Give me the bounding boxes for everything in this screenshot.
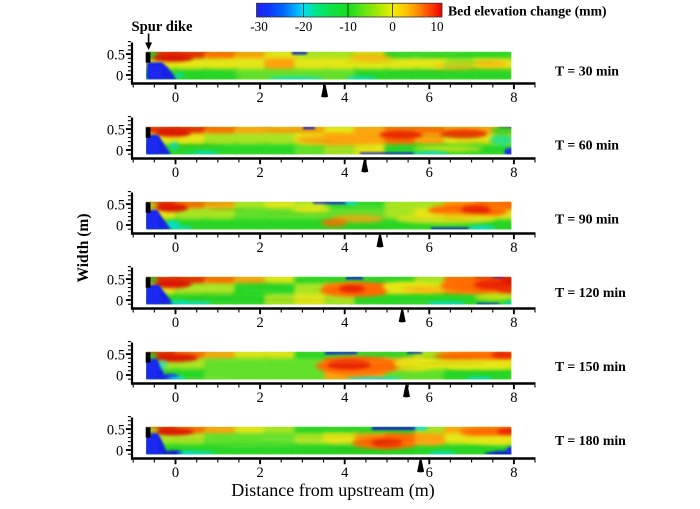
svg-text:0: 0 xyxy=(172,465,179,481)
svg-text:0.5: 0.5 xyxy=(107,422,125,438)
svg-text:10: 10 xyxy=(430,19,444,34)
svg-text:4: 4 xyxy=(341,240,349,256)
svg-text:-20: -20 xyxy=(295,19,313,34)
svg-text:T = 30 min: T = 30 min xyxy=(555,64,619,79)
svg-text:0.5: 0.5 xyxy=(107,197,125,213)
svg-text:0: 0 xyxy=(116,443,123,459)
svg-text:0: 0 xyxy=(116,368,123,384)
svg-text:Distance from upstream (m): Distance from upstream (m) xyxy=(231,480,434,501)
svg-text:2: 2 xyxy=(256,390,263,406)
svg-text:0.5: 0.5 xyxy=(107,122,125,138)
svg-text:T = 120 min: T = 120 min xyxy=(555,285,626,300)
svg-text:0: 0 xyxy=(116,68,123,84)
svg-text:0: 0 xyxy=(116,218,123,234)
svg-text:8: 8 xyxy=(510,165,517,181)
svg-text:4: 4 xyxy=(341,315,349,331)
svg-text:T = 90 min: T = 90 min xyxy=(555,211,619,226)
svg-text:-30: -30 xyxy=(250,19,268,34)
svg-text:6: 6 xyxy=(426,240,433,256)
svg-text:6: 6 xyxy=(426,165,433,181)
svg-text:0.5: 0.5 xyxy=(107,272,125,288)
svg-text:8: 8 xyxy=(510,240,517,256)
svg-text:T = 180 min: T = 180 min xyxy=(555,433,626,448)
svg-text:T = 60 min: T = 60 min xyxy=(555,138,619,153)
svg-text:4: 4 xyxy=(341,165,349,181)
svg-text:2: 2 xyxy=(256,240,263,256)
svg-text:4: 4 xyxy=(341,90,349,106)
svg-text:0: 0 xyxy=(389,19,396,34)
svg-text:8: 8 xyxy=(510,390,517,406)
svg-text:6: 6 xyxy=(426,465,433,481)
svg-text:4: 4 xyxy=(341,390,349,406)
svg-text:T = 150 min: T = 150 min xyxy=(555,359,626,374)
svg-text:2: 2 xyxy=(256,90,263,106)
svg-text:0: 0 xyxy=(116,293,123,309)
svg-text:8: 8 xyxy=(510,90,517,106)
svg-text:6: 6 xyxy=(426,90,433,106)
svg-text:2: 2 xyxy=(256,315,263,331)
svg-text:4: 4 xyxy=(341,465,349,481)
svg-text:0: 0 xyxy=(172,90,179,106)
svg-text:0.5: 0.5 xyxy=(107,347,125,363)
svg-text:Spur dike: Spur dike xyxy=(132,19,193,35)
svg-text:2: 2 xyxy=(256,165,263,181)
svg-text:0.5: 0.5 xyxy=(107,47,125,63)
svg-text:Bed elevation change (mm): Bed elevation change (mm) xyxy=(448,4,607,20)
svg-text:0: 0 xyxy=(172,390,179,406)
svg-text:6: 6 xyxy=(426,315,433,331)
svg-text:0: 0 xyxy=(172,165,179,181)
svg-text:0: 0 xyxy=(116,143,123,159)
svg-text:6: 6 xyxy=(426,390,433,406)
svg-text:0: 0 xyxy=(172,315,179,331)
svg-text:0: 0 xyxy=(172,240,179,256)
svg-text:2: 2 xyxy=(256,465,263,481)
svg-text:8: 8 xyxy=(510,465,517,481)
svg-text:Width (m): Width (m) xyxy=(75,213,92,282)
svg-text:-10: -10 xyxy=(339,19,357,34)
svg-text:8: 8 xyxy=(510,315,517,331)
